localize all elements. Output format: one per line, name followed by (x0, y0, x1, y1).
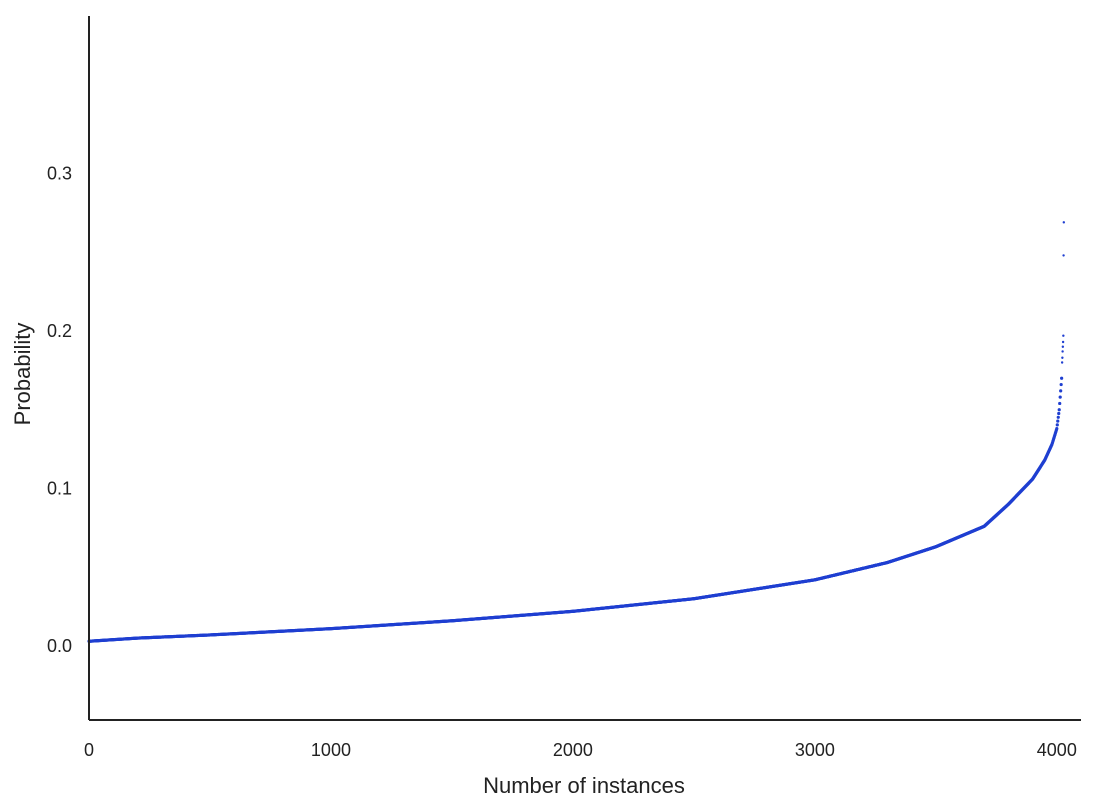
x-tick-label: 1000 (311, 740, 351, 760)
data-point (1060, 376, 1064, 380)
data-point (1057, 411, 1061, 416)
x-tick-labels: 0 1000 2000 3000 4000 (84, 740, 1077, 760)
data-point (1056, 415, 1060, 419)
data-point (1062, 334, 1065, 337)
x-tick-label: 2000 (553, 740, 593, 760)
y-axis-title: Probability (10, 323, 35, 426)
data-point (1059, 389, 1063, 393)
y-tick-labels: 0.0 0.1 0.2 0.3 (47, 163, 72, 655)
x-tick-label: 3000 (795, 740, 835, 760)
data-point (1062, 221, 1066, 224)
data-point (1060, 361, 1064, 364)
x-tick-label: 0 (84, 740, 94, 760)
data-point (1056, 419, 1060, 423)
data-point (1061, 350, 1064, 353)
y-tick-label: 0.3 (47, 163, 72, 183)
data-point (1055, 427, 1059, 431)
data-point (1061, 345, 1065, 348)
data-point (1061, 340, 1065, 344)
data-point (1059, 382, 1063, 387)
data-point (1057, 408, 1061, 412)
data-point (1055, 423, 1059, 427)
data-points (87, 221, 1066, 643)
y-tick-label: 0.0 (47, 636, 72, 656)
y-tick-label: 0.2 (47, 321, 72, 341)
x-tick-label: 4000 (1037, 740, 1077, 760)
data-point (1058, 395, 1062, 399)
data-point (1062, 254, 1065, 257)
data-point (1061, 356, 1064, 359)
y-tick-label: 0.1 (47, 478, 72, 498)
x-axis-title: Number of instances (483, 773, 685, 798)
data-point (1058, 401, 1062, 406)
